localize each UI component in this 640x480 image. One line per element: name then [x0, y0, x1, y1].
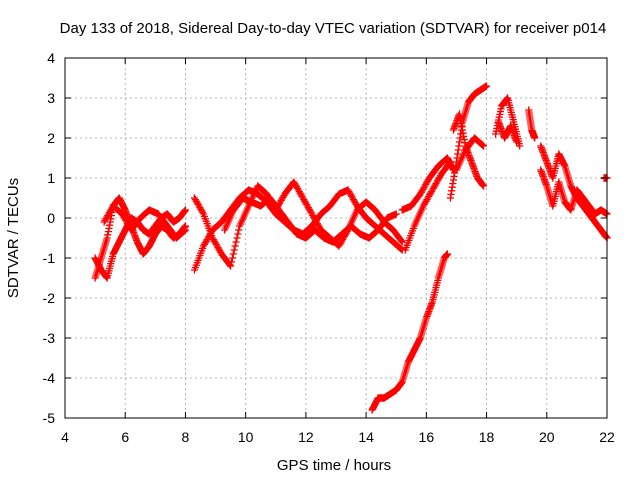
x-tick-label: 8 [182, 429, 190, 445]
data-point [230, 246, 238, 254]
data-point [235, 226, 243, 234]
y-axis-label: SDTVAR / TECUs [5, 178, 22, 298]
y-tick-label: -4 [43, 370, 56, 386]
data-point [443, 250, 452, 258]
series-track-c [100, 202, 190, 242]
data-point [227, 258, 236, 266]
data-point [479, 141, 487, 149]
x-tick-label: 22 [599, 429, 615, 445]
y-tick-label: 0 [47, 210, 55, 226]
data-point [398, 238, 406, 246]
data-point [446, 158, 455, 166]
x-tick-label: 12 [298, 429, 314, 445]
x-tick-label: 6 [121, 429, 129, 445]
data-point [181, 226, 190, 234]
data-point [531, 134, 539, 142]
data-point [180, 227, 189, 235]
series-track-n [525, 106, 539, 142]
x-tick-label: 14 [358, 429, 374, 445]
data-point [445, 159, 454, 167]
data-point [228, 254, 237, 262]
series-track-j [449, 110, 488, 190]
y-tick-label: -5 [43, 410, 56, 426]
data-point [229, 250, 237, 258]
series-track-r [368, 250, 452, 414]
data-points [91, 82, 611, 414]
y-tick-label: -3 [43, 330, 56, 346]
data-point [482, 82, 491, 90]
x-tick-label: 10 [238, 429, 254, 445]
data-point [231, 242, 239, 250]
series-track-m [495, 118, 521, 146]
data-point [397, 245, 405, 253]
data-point [397, 237, 405, 245]
chart-title: Day 133 of 2018, Sidereal Day-to-day VTE… [60, 20, 607, 37]
x-tick-label: 18 [479, 429, 495, 445]
data-point [181, 206, 190, 214]
y-tick-label: -2 [43, 290, 56, 306]
plot-frame [64, 57, 608, 419]
data-point [516, 142, 524, 150]
y-tick-label: 3 [47, 90, 55, 106]
series-track-h [401, 158, 455, 254]
series-track-g [398, 154, 458, 214]
y-tick-label: 2 [47, 130, 55, 146]
x-tick-label: 4 [61, 429, 69, 445]
y-tick-label: 1 [47, 170, 55, 186]
series-track-p [537, 166, 611, 218]
x-tick-label: 20 [539, 429, 555, 445]
y-tick-label: 4 [47, 50, 55, 66]
data-point [513, 138, 521, 146]
data-point [232, 238, 240, 246]
data-point [479, 182, 488, 190]
y-tick-label: -1 [43, 250, 56, 266]
data-point [234, 230, 242, 238]
data-point [392, 210, 400, 218]
x-tick-label: 16 [419, 429, 435, 445]
data-point [199, 208, 207, 216]
series-track-k [452, 134, 488, 174]
x-axis-label: GPS time / hours [277, 457, 391, 474]
data-point [227, 262, 235, 270]
series-track-f [220, 194, 400, 246]
data-point [479, 142, 488, 150]
data-point [233, 234, 241, 242]
